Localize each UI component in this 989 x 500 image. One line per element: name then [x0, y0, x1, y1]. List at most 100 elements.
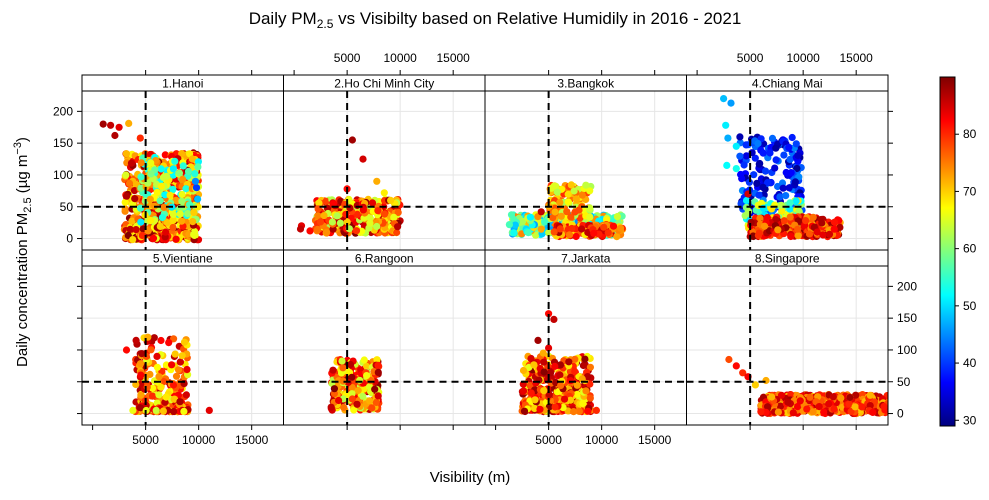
- data-point: [330, 385, 338, 393]
- data-point: [131, 195, 139, 203]
- data-point: [128, 217, 136, 225]
- data-point: [111, 131, 119, 140]
- data-point: [161, 151, 169, 159]
- data-point: [545, 344, 553, 352]
- data-point: [541, 218, 549, 226]
- data-point: [519, 366, 528, 375]
- data-point: [372, 398, 380, 406]
- data-point: [586, 363, 595, 371]
- data-point: [129, 406, 137, 414]
- data-point: [161, 191, 169, 199]
- data-point: [787, 232, 795, 241]
- data-point: [777, 391, 786, 399]
- data-point: [374, 361, 382, 369]
- data-point: [573, 381, 581, 389]
- data-point: [578, 375, 586, 383]
- data-point: [774, 226, 782, 234]
- data-point: [772, 144, 780, 152]
- data-point: [182, 391, 190, 399]
- data-point: [171, 157, 179, 165]
- data-point: [136, 360, 145, 368]
- data-point: [755, 191, 763, 199]
- data-point: [578, 191, 586, 199]
- chart-title: Daily PM2.5 vs Visibilty based on Relati…: [249, 9, 742, 31]
- data-point: [777, 201, 785, 209]
- data-point: [785, 184, 793, 192]
- data-point: [794, 232, 802, 240]
- points-3: [505, 181, 627, 241]
- data-point: [725, 355, 733, 364]
- data-point: [329, 366, 337, 374]
- data-point: [191, 170, 199, 178]
- x-tick-label: 10000: [585, 433, 619, 447]
- data-point: [157, 165, 165, 173]
- data-point: [755, 160, 763, 168]
- data-point: [169, 223, 177, 232]
- data-point: [586, 213, 594, 221]
- data-point: [320, 212, 328, 220]
- colorbar-tick-label: 30: [963, 413, 977, 427]
- data-point: [732, 142, 740, 150]
- data-point: [153, 188, 161, 197]
- data-point: [313, 225, 321, 233]
- data-point: [99, 120, 107, 128]
- data-point: [565, 358, 573, 366]
- data-point: [157, 383, 165, 391]
- data-point: [571, 208, 579, 216]
- data-point: [162, 228, 170, 236]
- x-tick-label: 10000: [182, 433, 216, 447]
- data-point: [851, 403, 859, 411]
- data-point: [373, 177, 381, 185]
- strip-label-2: 2.Ho Chi Minh City: [334, 77, 434, 91]
- panel-2: 2.Ho Chi Minh City 5000 10000 15000: [283, 51, 486, 251]
- data-point: [750, 171, 758, 179]
- y-tick-label: 150: [53, 136, 73, 150]
- y-tick-label: 0: [66, 232, 73, 246]
- y-tick-label: 200: [53, 104, 73, 118]
- data-point: [146, 370, 154, 378]
- data-point: [329, 200, 337, 208]
- data-point: [137, 391, 145, 399]
- strip-label-3: 3.Bangkok: [557, 77, 615, 91]
- data-point: [613, 213, 622, 221]
- data-point: [791, 178, 800, 186]
- data-point: [796, 397, 804, 405]
- data-point: [194, 203, 202, 211]
- data-point: [169, 210, 177, 219]
- data-point: [191, 177, 200, 185]
- data-point: [545, 403, 554, 411]
- data-point: [147, 170, 155, 178]
- data-point: [163, 172, 171, 180]
- data-point: [366, 219, 374, 227]
- data-point: [556, 361, 565, 369]
- data-point: [394, 208, 402, 216]
- x-tick-label: 15000: [235, 433, 269, 447]
- y-tick-label-right: 0: [897, 407, 904, 421]
- data-point: [825, 400, 833, 408]
- data-point: [346, 360, 355, 369]
- data-point: [178, 352, 186, 360]
- data-point: [764, 179, 772, 187]
- data-point: [158, 213, 166, 222]
- data-point: [723, 161, 731, 169]
- data-point: [155, 373, 163, 381]
- data-point: [556, 225, 564, 233]
- data-point: [537, 208, 545, 216]
- data-point: [348, 384, 356, 392]
- data-point: [194, 163, 202, 171]
- data-point: [880, 402, 888, 411]
- y-tick-label-right: 150: [897, 311, 917, 325]
- data-point: [788, 133, 796, 142]
- data-point: [374, 207, 382, 215]
- panel-frame-8: [686, 265, 889, 426]
- data-point: [147, 346, 155, 354]
- data-point: [175, 169, 183, 177]
- x-tick-label-top: 10000: [786, 51, 820, 65]
- data-point: [575, 407, 584, 415]
- data-point: [328, 218, 336, 226]
- data-point: [520, 407, 529, 415]
- colorbar-tick-label: 50: [963, 299, 977, 313]
- y-tick-label-right: 200: [897, 279, 917, 293]
- data-point: [169, 165, 177, 173]
